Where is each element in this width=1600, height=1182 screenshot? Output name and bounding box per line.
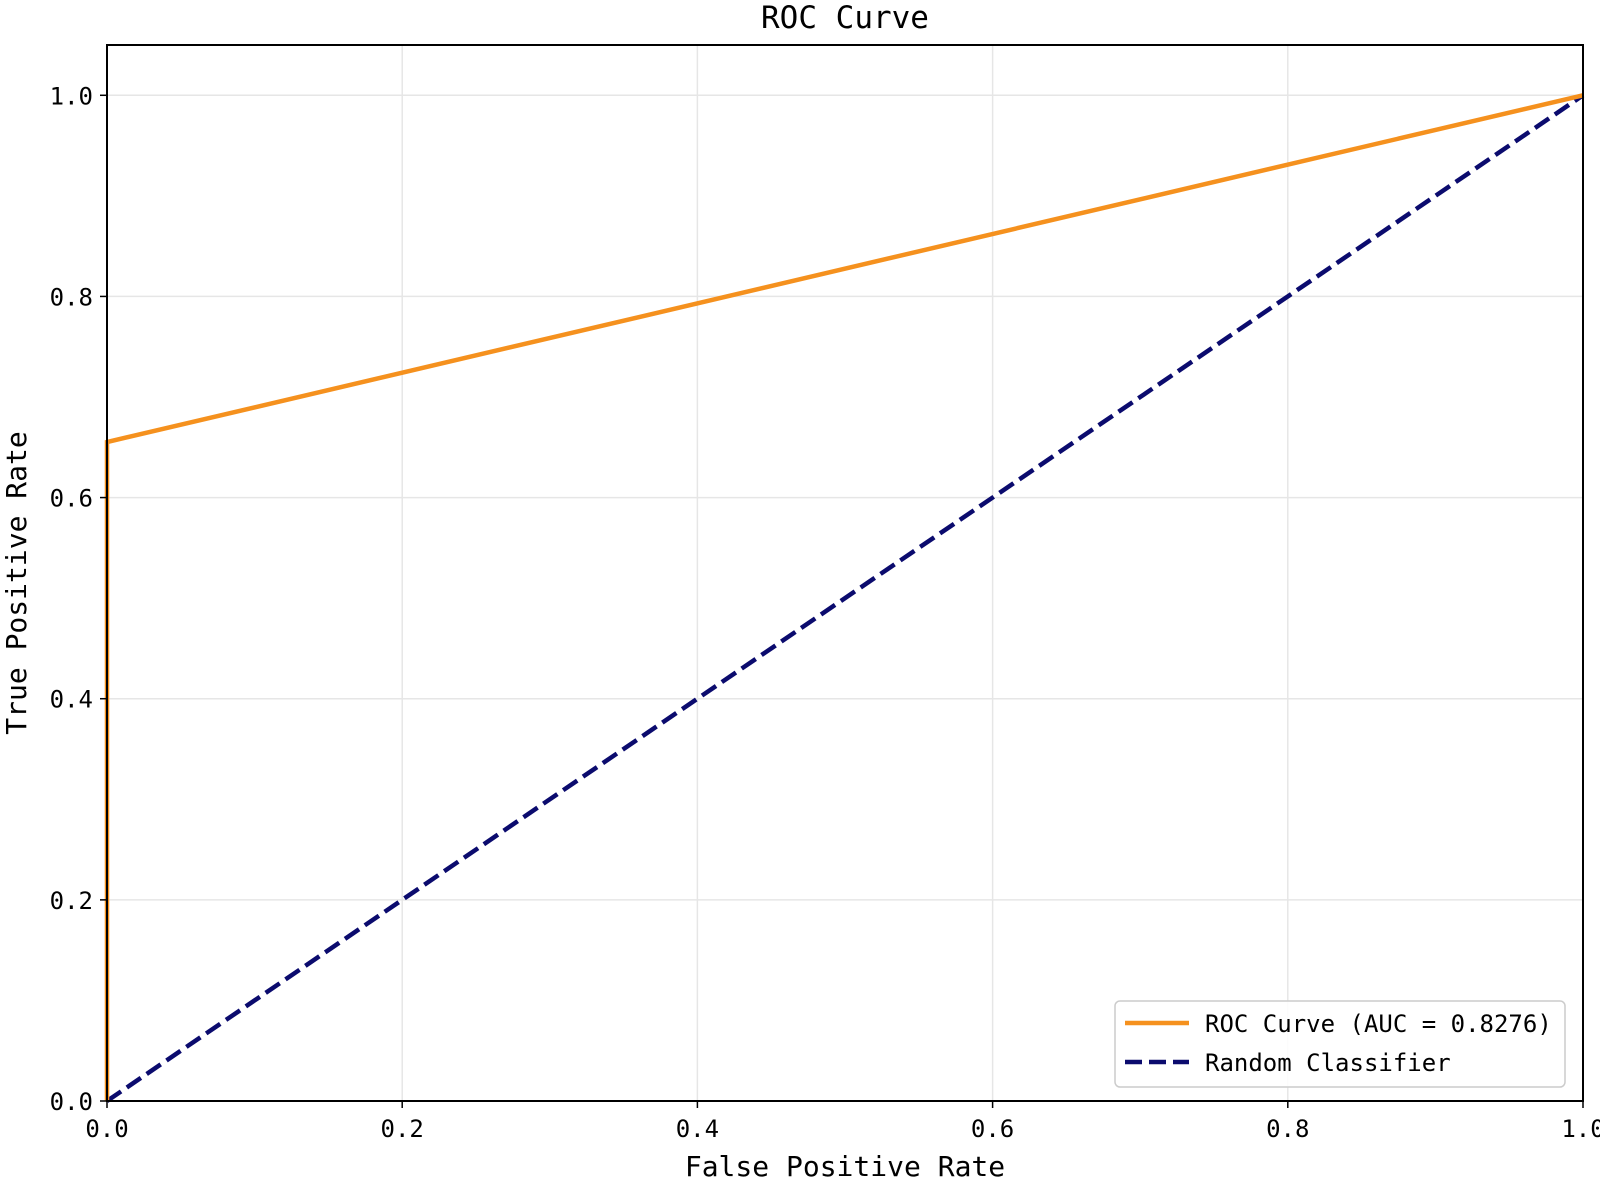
y-tick-label: 0.6: [50, 485, 93, 513]
y-tick-label: 0.4: [50, 686, 93, 714]
x-tick-label: 0.4: [676, 1115, 719, 1143]
axis-ticks: 0.0 0.2 0.4 0.6 0.8 1.0 0.0 0.2 0.4 0.6 0.8 1.0: [50, 82, 1600, 1143]
x-tick-label: 0.6: [971, 1115, 1014, 1143]
y-tick-label: 1.0: [50, 82, 93, 110]
grid: [106, 45, 1584, 1102]
random-classifier-line: [105, 93, 1585, 1103]
legend: ROC Curve (AUC = 0.8276) Random Classifie…: [1114, 1000, 1566, 1088]
y-axis-title: True Positive Rate: [0, 431, 33, 734]
legend-box: [1114, 1000, 1566, 1088]
x-axis-title: False Positive Rate: [685, 1150, 1005, 1182]
x-tick-label: 0.8: [1266, 1115, 1309, 1143]
y-tick-label: 0.2: [50, 887, 93, 915]
plot-frame: [106, 44, 1584, 1102]
x-tick-label: 0.2: [381, 1115, 424, 1143]
y-tick-label: 0.8: [50, 283, 93, 311]
legend-label-roc: ROC Curve (AUC = 0.8276): [1205, 1010, 1552, 1038]
x-tick-label: 1.0: [1561, 1115, 1600, 1143]
chart-title: ROC Curve: [761, 0, 929, 36]
legend-label-random: Random Classifier: [1205, 1049, 1451, 1077]
y-tick-label: 0.0: [50, 1088, 93, 1116]
x-tick-label: 0.0: [85, 1115, 128, 1143]
